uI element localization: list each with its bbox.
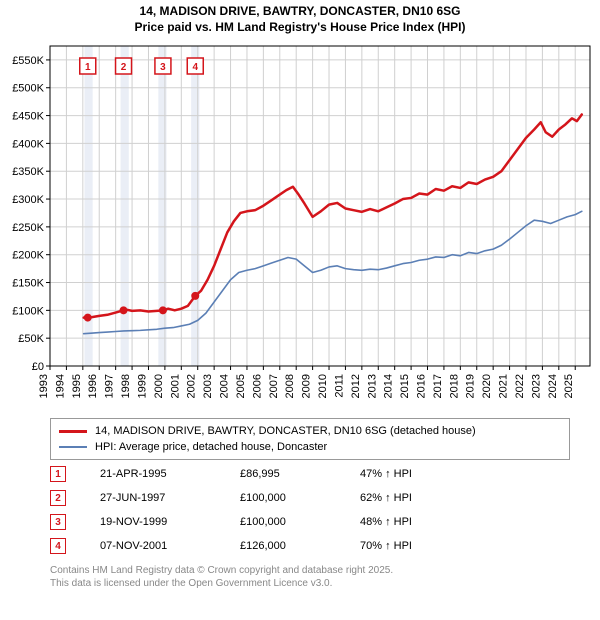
svg-text:4: 4: [192, 62, 198, 73]
legend-row: 14, MADISON DRIVE, BAWTRY, DONCASTER, DN…: [59, 423, 561, 439]
svg-text:2002: 2002: [186, 374, 198, 398]
svg-text:1998: 1998: [120, 374, 132, 398]
chart-container: 14, MADISON DRIVE, BAWTRY, DONCASTER, DN…: [0, 0, 600, 620]
svg-text:2008: 2008: [284, 374, 296, 398]
event-row: 4 07-NOV-2001£126,00070% ↑ HPI: [50, 534, 570, 558]
svg-text:2021: 2021: [498, 374, 510, 398]
event-date: 19-NOV-1999: [100, 516, 240, 528]
svg-text:2009: 2009: [301, 374, 313, 398]
svg-text:£250K: £250K: [12, 222, 44, 234]
svg-text:2024: 2024: [547, 374, 559, 398]
svg-text:2017: 2017: [432, 374, 444, 398]
svg-text:2005: 2005: [235, 374, 247, 398]
event-price: £100,000: [240, 516, 360, 528]
svg-text:£450K: £450K: [12, 111, 44, 123]
svg-text:2004: 2004: [219, 374, 231, 398]
svg-text:2022: 2022: [514, 374, 526, 398]
event-row: 1 21-APR-1995£86,99547% ↑ HPI: [50, 462, 570, 486]
event-row: 3 19-NOV-1999£100,00048% ↑ HPI: [50, 510, 570, 534]
footer-attribution: Contains HM Land Registry data © Crown c…: [50, 564, 393, 590]
event-price: £86,995: [240, 468, 360, 480]
svg-text:2023: 2023: [530, 374, 542, 398]
legend-label: HPI: Average price, detached house, Donc…: [95, 441, 327, 453]
svg-text:1994: 1994: [54, 374, 66, 398]
svg-text:2007: 2007: [268, 374, 280, 398]
svg-text:1995: 1995: [71, 374, 83, 398]
svg-text:1: 1: [85, 62, 91, 73]
event-price: £126,000: [240, 540, 360, 552]
svg-text:£350K: £350K: [12, 166, 44, 178]
svg-text:2012: 2012: [350, 374, 362, 398]
svg-text:2010: 2010: [317, 374, 329, 398]
legend-swatch: [59, 446, 87, 448]
chart-area: £0 £50K £100K £150K £200K £250K £300K £350K £400…: [0, 36, 600, 416]
legend-swatch: [59, 430, 87, 433]
legend-row: HPI: Average price, detached house, Donc…: [59, 439, 561, 455]
svg-text:£0: £0: [32, 361, 44, 373]
svg-text:1997: 1997: [104, 374, 116, 398]
svg-text:2016: 2016: [416, 374, 428, 398]
events-table: 1 21-APR-1995£86,99547% ↑ HPI 2 27-JUN-1997…: [50, 462, 570, 558]
svg-text:£400K: £400K: [12, 138, 44, 150]
event-row: 2 27-JUN-1997£100,00062% ↑ HPI: [50, 486, 570, 510]
event-marker-box: 2: [50, 490, 66, 506]
svg-text:3: 3: [160, 62, 166, 73]
chart-svg: £0 £50K £100K £150K £200K £250K £300K £350K £400…: [0, 36, 600, 416]
footer-line-2: This data is licensed under the Open Gov…: [50, 577, 393, 590]
svg-text:2: 2: [121, 62, 127, 73]
svg-text:1996: 1996: [87, 374, 99, 398]
event-price: £100,000: [240, 492, 360, 504]
svg-text:2000: 2000: [153, 374, 165, 398]
svg-text:2014: 2014: [383, 374, 395, 398]
svg-text:£150K: £150K: [12, 278, 44, 290]
legend: 14, MADISON DRIVE, BAWTRY, DONCASTER, DN…: [50, 418, 570, 460]
event-marker-box: 3: [50, 514, 66, 530]
svg-text:£500K: £500K: [12, 83, 44, 95]
event-marker-box: 4: [50, 538, 66, 554]
svg-text:2003: 2003: [202, 374, 214, 398]
svg-text:2018: 2018: [448, 374, 460, 398]
event-hpi: 62% ↑ HPI: [360, 492, 412, 504]
svg-text:2006: 2006: [251, 374, 263, 398]
svg-text:2025: 2025: [563, 374, 575, 398]
svg-text:£200K: £200K: [12, 250, 44, 262]
event-date: 07-NOV-2001: [100, 540, 240, 552]
event-date: 21-APR-1995: [100, 468, 240, 480]
svg-text:2020: 2020: [481, 374, 493, 398]
svg-text:£50K: £50K: [18, 333, 44, 345]
legend-label: 14, MADISON DRIVE, BAWTRY, DONCASTER, DN…: [95, 425, 476, 437]
event-marker-box: 1: [50, 466, 66, 482]
title-line-1: 14, MADISON DRIVE, BAWTRY, DONCASTER, DN…: [0, 4, 600, 20]
svg-text:2019: 2019: [465, 374, 477, 398]
svg-text:£300K: £300K: [12, 194, 44, 206]
svg-text:2015: 2015: [399, 374, 411, 398]
event-hpi: 48% ↑ HPI: [360, 516, 412, 528]
svg-text:£550K: £550K: [12, 55, 44, 67]
event-hpi: 70% ↑ HPI: [360, 540, 412, 552]
event-date: 27-JUN-1997: [100, 492, 240, 504]
svg-text:1999: 1999: [136, 374, 148, 398]
svg-text:2001: 2001: [169, 374, 181, 398]
title-block: 14, MADISON DRIVE, BAWTRY, DONCASTER, DN…: [0, 0, 600, 37]
svg-text:1993: 1993: [38, 374, 50, 398]
title-line-2: Price paid vs. HM Land Registry's House …: [0, 20, 600, 36]
event-hpi: 47% ↑ HPI: [360, 468, 412, 480]
footer-line-1: Contains HM Land Registry data © Crown c…: [50, 564, 393, 577]
svg-text:2011: 2011: [333, 374, 345, 398]
svg-text:£100K: £100K: [12, 305, 44, 317]
svg-text:2013: 2013: [366, 374, 378, 398]
